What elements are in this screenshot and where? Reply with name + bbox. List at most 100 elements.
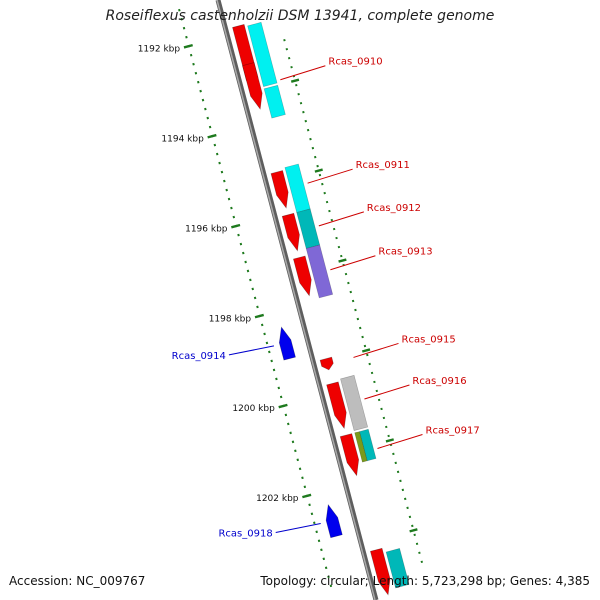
- outer-ring-dot: [342, 263, 345, 267]
- scale-dot: [301, 476, 304, 480]
- scale-dot: [178, 8, 181, 12]
- scale-dot: [218, 161, 221, 165]
- scale-dot: [298, 467, 302, 471]
- cds-rcas_0913: [293, 255, 312, 297]
- scale-dot: [303, 485, 307, 489]
- cds-forward-partial: [370, 547, 391, 596]
- scale-dot: [253, 296, 257, 300]
- scale-dot: [213, 143, 217, 147]
- outer-ring-dot: [340, 254, 343, 258]
- scale-dot: [206, 116, 209, 120]
- cds-rcas_0918: [325, 503, 343, 539]
- scale-dot: [246, 269, 250, 273]
- gene-label-rcas_0913[interactable]: Rcas_0913: [378, 247, 432, 258]
- outer-ring-dot: [403, 497, 407, 501]
- band-cyan: [247, 21, 278, 87]
- outer-ring-dot: [389, 443, 393, 447]
- scale-dot: [180, 17, 183, 21]
- scale-dot: [223, 179, 226, 183]
- scale-dot: [275, 377, 278, 381]
- cds-rcas_0910: [242, 62, 263, 110]
- scale-dot: [291, 440, 295, 444]
- outer-ring-tick: [361, 348, 371, 353]
- scale-dot: [317, 539, 321, 543]
- outer-ring-tick: [409, 528, 418, 533]
- scale-dot: [227, 197, 231, 201]
- outer-ring-dot: [323, 191, 326, 195]
- outer-ring-dot: [325, 200, 329, 204]
- scale-dot: [201, 98, 205, 102]
- outer-ring-dot: [290, 65, 293, 69]
- scale-dot: [199, 89, 202, 93]
- outer-ring-dot: [377, 398, 381, 402]
- outer-ring-dot: [335, 236, 338, 240]
- outer-ring-dot: [337, 245, 341, 249]
- gene-label-rcas_0916[interactable]: Rcas_0916: [412, 376, 466, 387]
- gene-label-rcas_0914[interactable]: Rcas_0914: [172, 351, 226, 362]
- outer-ring-dot: [363, 344, 367, 348]
- outer-ring-dot: [318, 173, 322, 177]
- outer-ring-dot: [283, 38, 286, 42]
- scale-tick-label: 1192 kbp: [138, 45, 181, 55]
- band-cyan: [263, 84, 286, 119]
- scale-dot: [239, 242, 243, 246]
- band-purple: [305, 244, 334, 299]
- scale-dot: [220, 170, 224, 174]
- outer-ring-dot: [361, 335, 364, 339]
- gene-label-rcas_0917[interactable]: Rcas_0917: [426, 426, 480, 437]
- label-connector: [228, 345, 275, 356]
- label-connector: [364, 384, 410, 400]
- scale-dot: [249, 278, 252, 282]
- scale-dot: [225, 188, 228, 192]
- gene-label-rcas_0912[interactable]: Rcas_0912: [367, 203, 421, 214]
- scale-dot: [232, 215, 236, 219]
- outer-ring-dot: [306, 128, 310, 132]
- scale-dot: [329, 584, 333, 588]
- outer-ring-dot: [292, 74, 296, 78]
- scale-dot: [265, 341, 269, 345]
- cds-rcas_0915: [319, 356, 334, 371]
- scale-dot: [324, 566, 328, 570]
- scale-tick: [231, 223, 241, 229]
- gene-label-rcas_0918[interactable]: Rcas_0918: [218, 529, 272, 540]
- outer-ring-dot: [299, 101, 303, 105]
- scale-dot: [194, 71, 198, 75]
- scale-dot: [313, 521, 316, 525]
- label-connector: [275, 523, 321, 534]
- gene-label-rcas_0910[interactable]: Rcas_0910: [328, 57, 382, 68]
- cds-rcas_0916: [326, 381, 347, 430]
- scale-dot: [287, 422, 290, 426]
- label-connector: [353, 342, 399, 358]
- scale-dot: [289, 431, 292, 435]
- scale-dot: [251, 287, 254, 291]
- band-cyan: [284, 163, 311, 213]
- cds-rcas_0911: [270, 170, 289, 209]
- scale-dot: [244, 260, 247, 264]
- scale-tick-label: 1202 kbp: [256, 494, 299, 504]
- scale-tick-label: 1198 kbp: [209, 314, 252, 324]
- outer-ring-dot: [387, 434, 390, 438]
- outer-ring-tick: [290, 78, 300, 83]
- cds-rcas_0917: [339, 433, 360, 477]
- label-connector: [318, 211, 364, 227]
- outer-ring-dot: [347, 281, 350, 285]
- scale-dot: [263, 332, 266, 336]
- outer-ring-dot: [373, 380, 376, 384]
- scale-dot: [260, 323, 264, 327]
- genome-backbone-highlight: [216, 0, 376, 600]
- gene-label-rcas_0911[interactable]: Rcas_0911: [356, 160, 410, 171]
- outer-ring-dot: [358, 326, 362, 330]
- scale-dot: [230, 206, 233, 210]
- outer-ring-dot: [356, 317, 360, 321]
- scale-dot: [272, 368, 276, 372]
- outer-ring-dot: [406, 506, 409, 510]
- band-teal: [359, 428, 377, 462]
- scale-tick-label: 1196 kbp: [185, 224, 228, 234]
- outer-ring-dot: [313, 155, 317, 159]
- band-gray: [340, 374, 369, 431]
- cds-rcas_0914: [278, 326, 296, 361]
- gene-label-rcas_0915[interactable]: Rcas_0915: [402, 334, 456, 345]
- scale-dot: [189, 53, 193, 57]
- scale-dot: [296, 458, 299, 462]
